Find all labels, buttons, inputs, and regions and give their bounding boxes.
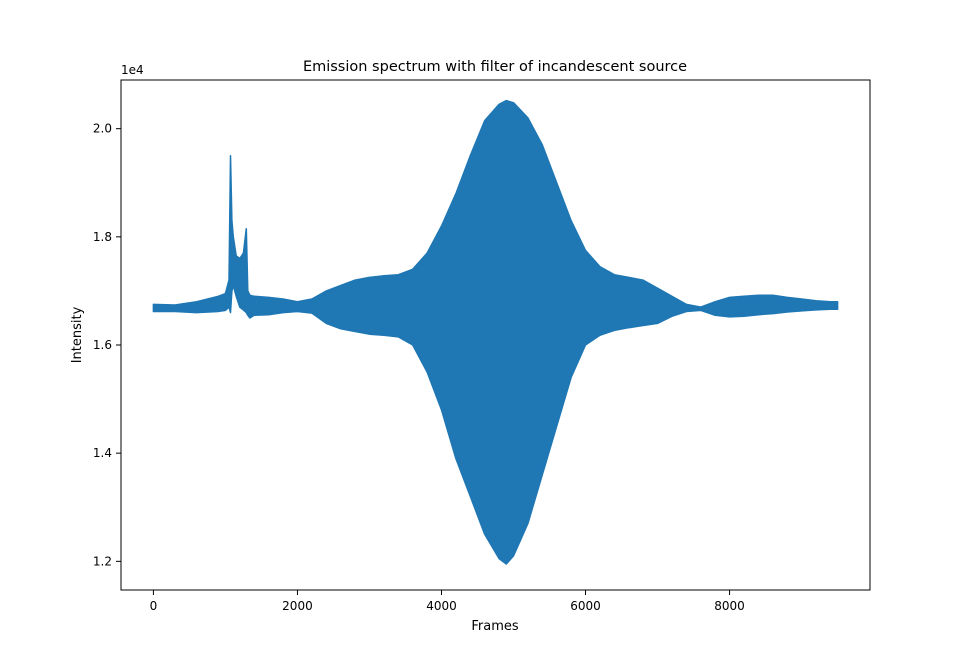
y-axis: 1.2 1.4 1.6 1.8 2.0 <box>93 122 121 568</box>
x-tick-label: 4000 <box>426 599 457 613</box>
x-tick-label: 8000 <box>714 599 745 613</box>
y-tick-label: 2.0 <box>93 122 112 136</box>
y-axis-offset-label: 1e4 <box>121 63 144 77</box>
y-tick-label: 1.8 <box>93 230 112 244</box>
x-tick-label: 0 <box>150 599 158 613</box>
y-tick-label: 1.2 <box>93 554 112 568</box>
plot-frame <box>120 79 871 591</box>
x-tick-label: 6000 <box>570 599 601 613</box>
y-tick-label: 1.6 <box>93 338 112 352</box>
y-axis-label: Intensity <box>70 306 85 363</box>
chart-title: Emission spectrum with filter of incande… <box>303 59 687 75</box>
x-tick-label: 2000 <box>282 599 313 613</box>
x-axis-label: Frames <box>471 619 519 634</box>
series-layer <box>152 99 839 565</box>
x-axis: 0 2000 4000 6000 8000 <box>150 590 745 613</box>
series-line-0 <box>152 99 839 565</box>
y-tick-label: 1.4 <box>93 446 112 460</box>
